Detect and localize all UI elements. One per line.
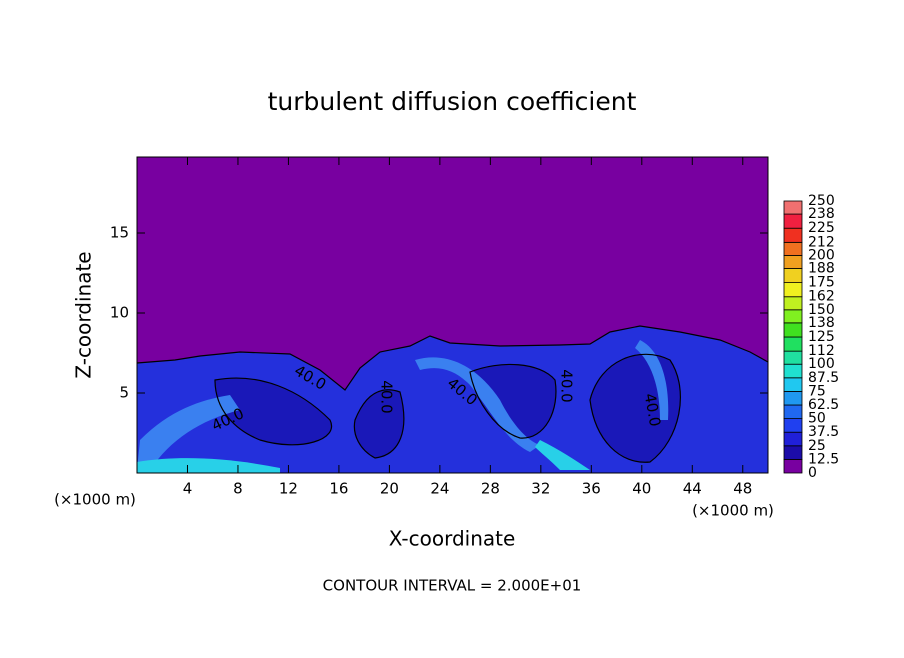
x-tick-label: 48 bbox=[733, 480, 752, 498]
x-tick-label: 40 bbox=[632, 480, 651, 498]
colorbar-label: 25 bbox=[808, 438, 826, 454]
colorbar-label: 112 bbox=[808, 343, 835, 359]
colorbar-label: 75 bbox=[808, 383, 826, 399]
colorbar-box bbox=[783, 418, 803, 433]
colorbar-label: 212 bbox=[808, 234, 835, 250]
colorbar-label: 200 bbox=[808, 247, 835, 263]
x-tick-label: 24 bbox=[430, 480, 449, 498]
x-tick-label: 28 bbox=[481, 480, 500, 498]
colorbar-box bbox=[783, 254, 803, 269]
colorbar-box bbox=[783, 268, 803, 283]
y-tick-label: 5 bbox=[119, 384, 129, 402]
streak bbox=[137, 458, 280, 473]
x-tick-label: 8 bbox=[233, 480, 243, 498]
colorbar-label: 37.5 bbox=[808, 424, 839, 440]
colorbar-label: 150 bbox=[808, 302, 835, 318]
plot-frame bbox=[136, 156, 769, 474]
colorbar-box bbox=[783, 241, 803, 256]
y-tick-label: 15 bbox=[110, 224, 129, 242]
streak bbox=[635, 340, 669, 420]
contour-label: 40.0 bbox=[641, 392, 665, 428]
colorbar-label: 100 bbox=[808, 356, 835, 372]
colorbar-label: 238 bbox=[808, 206, 835, 222]
colorbar-box bbox=[783, 431, 803, 447]
x-tick-label: 36 bbox=[582, 480, 601, 498]
colorbar-label: 50 bbox=[808, 411, 826, 427]
colorbar-label: 62.5 bbox=[808, 397, 839, 413]
contour-lines bbox=[136, 325, 769, 463]
y-axis-label: Z-coordinate bbox=[72, 251, 96, 378]
colorbar-box bbox=[783, 350, 803, 365]
streak bbox=[415, 357, 540, 452]
colorbar-label: 138 bbox=[808, 315, 835, 331]
contour-label: 40.0 bbox=[558, 369, 576, 402]
x-tick-label: 44 bbox=[683, 480, 702, 498]
x-tick-label: 32 bbox=[531, 480, 550, 498]
streak bbox=[535, 440, 590, 470]
colorbar-label: 125 bbox=[808, 329, 835, 345]
low-patch bbox=[354, 389, 404, 458]
colorbar-box bbox=[783, 309, 803, 324]
colorbar-label: 12.5 bbox=[808, 451, 839, 467]
colorbar-box bbox=[783, 458, 803, 474]
colorbar-box bbox=[783, 227, 803, 243]
footer: CONTOUR INTERVAL = 2.000E+01 bbox=[323, 577, 582, 595]
contour-label: 40.0 bbox=[378, 380, 396, 413]
x-tick-label: 16 bbox=[329, 480, 348, 498]
colorbar-box bbox=[783, 336, 803, 352]
colorbar-label: 162 bbox=[808, 289, 835, 305]
colorbar-box bbox=[783, 363, 803, 379]
x-unit: (×1000 m) bbox=[692, 502, 774, 520]
chart-title: turbulent diffusion coefficient bbox=[268, 87, 637, 116]
y-unit: (×1000 m) bbox=[54, 491, 136, 509]
low-patch bbox=[215, 378, 332, 445]
field bbox=[137, 157, 768, 473]
y-tick-label: 10 bbox=[110, 304, 129, 322]
low-patch bbox=[470, 364, 556, 439]
colorbar-label: 0 bbox=[808, 465, 817, 481]
colorbar-box bbox=[783, 282, 803, 298]
colorbar-label: 175 bbox=[808, 275, 835, 291]
colorbar-box bbox=[783, 404, 803, 420]
colorbar-box bbox=[783, 322, 803, 338]
colorbar-box bbox=[783, 377, 803, 392]
colorbar-label: 188 bbox=[808, 260, 835, 276]
colorbar-box bbox=[783, 390, 803, 406]
colorbar-box bbox=[783, 296, 803, 311]
colorbar-label: 250 bbox=[808, 193, 835, 209]
x-tick-label: 4 bbox=[183, 480, 193, 498]
streak bbox=[137, 395, 240, 470]
x-tick-label: 20 bbox=[380, 480, 399, 498]
x-tick-label: 12 bbox=[279, 480, 298, 498]
colorbar-label: 87.5 bbox=[808, 370, 839, 386]
colorbar-box bbox=[783, 445, 803, 460]
colorbar-box bbox=[783, 213, 803, 229]
colorbar-box bbox=[783, 200, 803, 215]
colorbar-label: 225 bbox=[808, 220, 835, 236]
x-axis-label: X-coordinate bbox=[389, 527, 516, 551]
